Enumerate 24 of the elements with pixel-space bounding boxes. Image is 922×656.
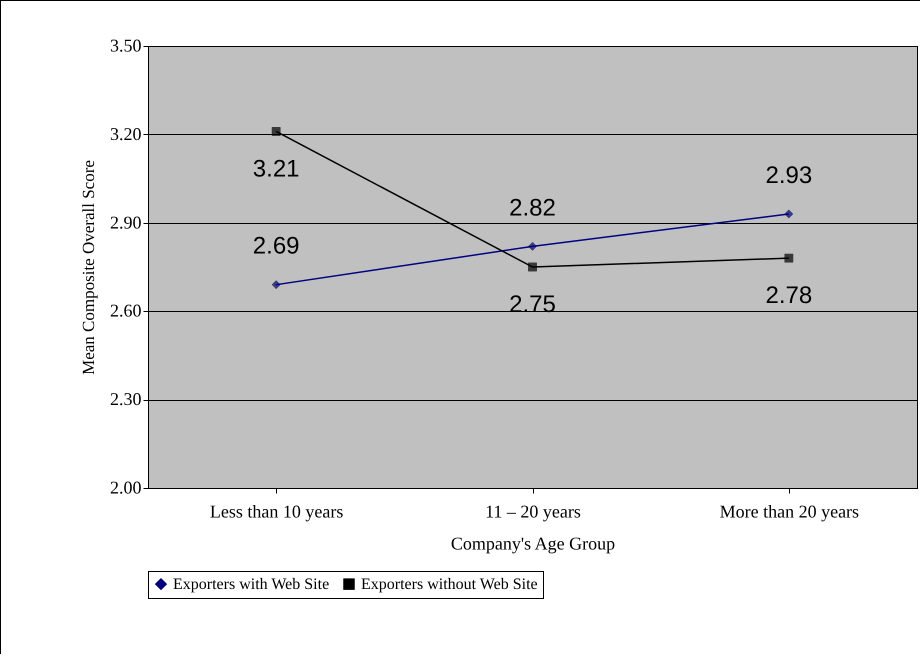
x-tick-label: Less than 10 years bbox=[210, 502, 344, 522]
point bbox=[528, 242, 537, 251]
point bbox=[272, 127, 281, 136]
data-label: 2.69 bbox=[252, 232, 300, 260]
point bbox=[784, 254, 794, 263]
x-tick-label: 11 – 20 years bbox=[485, 502, 581, 522]
y-axis-title: Mean Composite Overall Score bbox=[79, 160, 98, 375]
point bbox=[272, 280, 281, 290]
point bbox=[784, 210, 794, 218]
point bbox=[528, 262, 537, 272]
x-axis-title: Company's Age Group bbox=[450, 534, 616, 554]
data-label: 2.93 bbox=[765, 162, 812, 189]
y-tick-label: 2.90 bbox=[110, 212, 142, 232]
x-tick-label: More than 20 years bbox=[720, 502, 860, 522]
legend-label: Exporters with Web Site bbox=[173, 576, 330, 594]
y-tick-label: 3.20 bbox=[110, 124, 142, 144]
data-label: 2.82 bbox=[509, 194, 556, 222]
y-tick-label: 3.50 bbox=[110, 36, 142, 56]
y-tick-label: 2.00 bbox=[110, 478, 142, 498]
data-label: 2.78 bbox=[765, 282, 812, 310]
legend-label: Exporters without Web Site bbox=[361, 576, 538, 594]
y-tick-label: 2.30 bbox=[110, 389, 142, 410]
data-label: 3.21 bbox=[252, 155, 300, 182]
y-tick-label: 2.60 bbox=[110, 300, 142, 321]
